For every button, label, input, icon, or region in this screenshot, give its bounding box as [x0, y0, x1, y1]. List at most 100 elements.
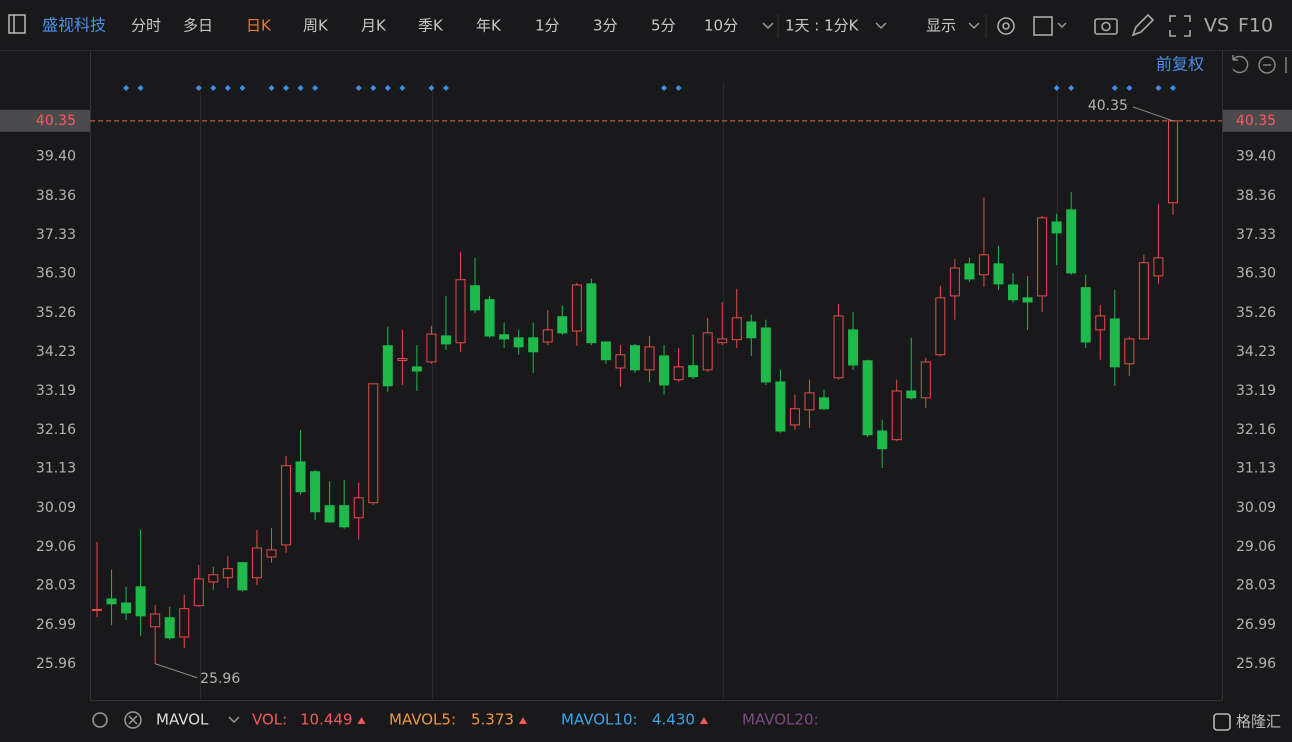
event-marker — [1068, 85, 1075, 91]
y-tick-label: 30.09 — [36, 500, 76, 516]
candle-body — [935, 297, 946, 356]
candle-body — [731, 317, 742, 341]
event-marker — [442, 85, 449, 91]
y2-tick-label: 25.96 — [1236, 656, 1276, 672]
period-tab[interactable]: 5分 — [651, 17, 676, 35]
candle-body — [615, 354, 626, 369]
indicator-settings[interactable] — [92, 712, 108, 728]
period-tab[interactable]: 多日 — [183, 17, 213, 35]
last-price-tag — [1223, 109, 1292, 132]
period-tab[interactable]: 3分 — [593, 17, 618, 35]
event-marker — [312, 85, 319, 91]
indicator-close[interactable] — [124, 711, 142, 729]
y-tick-label: 34.23 — [36, 344, 76, 360]
y-tick-label: 39.40 — [36, 149, 76, 165]
period-tab[interactable]: 年K — [476, 17, 502, 35]
last-price-tag — [0, 109, 90, 132]
period-tab[interactable]: 月K — [361, 17, 387, 35]
adjust-mode[interactable]: 前复权 — [1156, 55, 1204, 74]
y2-tick-label: 34.23 — [1236, 344, 1276, 360]
indicator-value: 5.373 — [471, 711, 514, 729]
y-tick-label: 26.99 — [36, 617, 76, 633]
up-arrow — [699, 717, 708, 724]
period-tab[interactable]: 季K — [418, 17, 444, 35]
vs-button[interactable]: VS — [1204, 15, 1229, 37]
last-price-label: 40.35 — [1236, 113, 1276, 129]
f10-button[interactable]: F10 — [1238, 15, 1273, 37]
y2-tick-label: 36.30 — [1236, 266, 1276, 282]
camera-icon[interactable] — [1094, 18, 1118, 35]
candle-body — [644, 346, 655, 371]
candle-body — [702, 332, 713, 371]
candle-body — [324, 505, 335, 523]
zoom-out-icon[interactable] — [1258, 56, 1276, 74]
candle-body — [659, 355, 670, 386]
candle-body — [440, 335, 451, 345]
event-marker — [661, 85, 668, 91]
candle-body — [717, 338, 728, 344]
period-tab[interactable]: 1分 — [535, 17, 560, 35]
draw-box-icon[interactable] — [1033, 16, 1053, 36]
watermark-box — [1210, 708, 1286, 736]
event-marker — [1126, 85, 1133, 91]
period-tab[interactable]: 分时 — [131, 17, 161, 35]
indicator-close-x — [128, 715, 138, 725]
period-tab[interactable]: 日K — [246, 17, 272, 35]
event-marker — [239, 85, 246, 91]
candle-body — [484, 299, 495, 337]
period-tab[interactable]: 10分 — [704, 17, 738, 35]
candle-body — [1008, 284, 1019, 301]
candle-body — [993, 263, 1004, 285]
up-arrow — [518, 717, 527, 724]
candle-body — [368, 383, 379, 504]
indicator-name[interactable]: MAVOL — [156, 711, 209, 729]
candle-body — [281, 465, 292, 546]
y2-tick-label: 33.19 — [1236, 383, 1276, 399]
y-tick-label: 32.16 — [36, 422, 76, 438]
interval-select[interactable]: 1天 : 1分K — [785, 17, 860, 35]
y-tick-label: 35.26 — [36, 305, 76, 321]
event-marker — [370, 85, 377, 91]
candle-body — [848, 329, 859, 366]
more-periods[interactable] — [762, 22, 774, 30]
watermark-logo — [1213, 713, 1231, 731]
low-annotation: 25.96 — [200, 671, 240, 687]
candle-body — [208, 574, 219, 583]
candle-body — [310, 471, 321, 513]
candle-body — [978, 254, 989, 276]
y-tick-label: 38.36 — [36, 188, 76, 204]
event-marker — [297, 85, 304, 91]
period-tab[interactable]: 周K — [303, 17, 329, 35]
candle-body — [673, 366, 684, 381]
candle-body — [819, 397, 829, 410]
candle-body — [542, 329, 553, 343]
settings-icon-core — [1002, 22, 1010, 30]
candle-body — [164, 617, 175, 639]
candle-body — [1080, 287, 1091, 343]
y-tick-label: 36.30 — [36, 266, 76, 282]
y2-tick-label: 31.13 — [1236, 461, 1276, 477]
stock-name[interactable]: 盛视科技 — [42, 16, 106, 35]
candle-body — [251, 547, 262, 579]
candle-body — [266, 549, 277, 558]
y2-tick-label: 30.09 — [1236, 500, 1276, 516]
y-tick-label: 28.03 — [36, 578, 76, 594]
y-tick-label: 33.19 — [36, 383, 76, 399]
event-marker — [675, 85, 682, 91]
high-pointer — [1132, 106, 1174, 122]
panel-icon[interactable] — [8, 14, 26, 34]
candle-body — [353, 497, 364, 519]
candle-body — [1124, 338, 1135, 365]
candle-body — [295, 461, 306, 493]
reset-icon[interactable] — [1232, 55, 1249, 74]
y-tick-label: 37.33 — [36, 227, 76, 243]
pencil-icon[interactable] — [1131, 13, 1155, 37]
candle-body — [906, 390, 917, 399]
settings-icon[interactable] — [997, 17, 1015, 35]
y2-tick-label: 35.26 — [1236, 305, 1276, 321]
candle-body — [833, 315, 844, 379]
fullscreen-icon[interactable] — [1169, 15, 1191, 37]
display-menu[interactable]: 显示 — [926, 17, 956, 35]
candle-body — [557, 316, 568, 334]
y2-tick-label: 28.03 — [1236, 578, 1276, 594]
